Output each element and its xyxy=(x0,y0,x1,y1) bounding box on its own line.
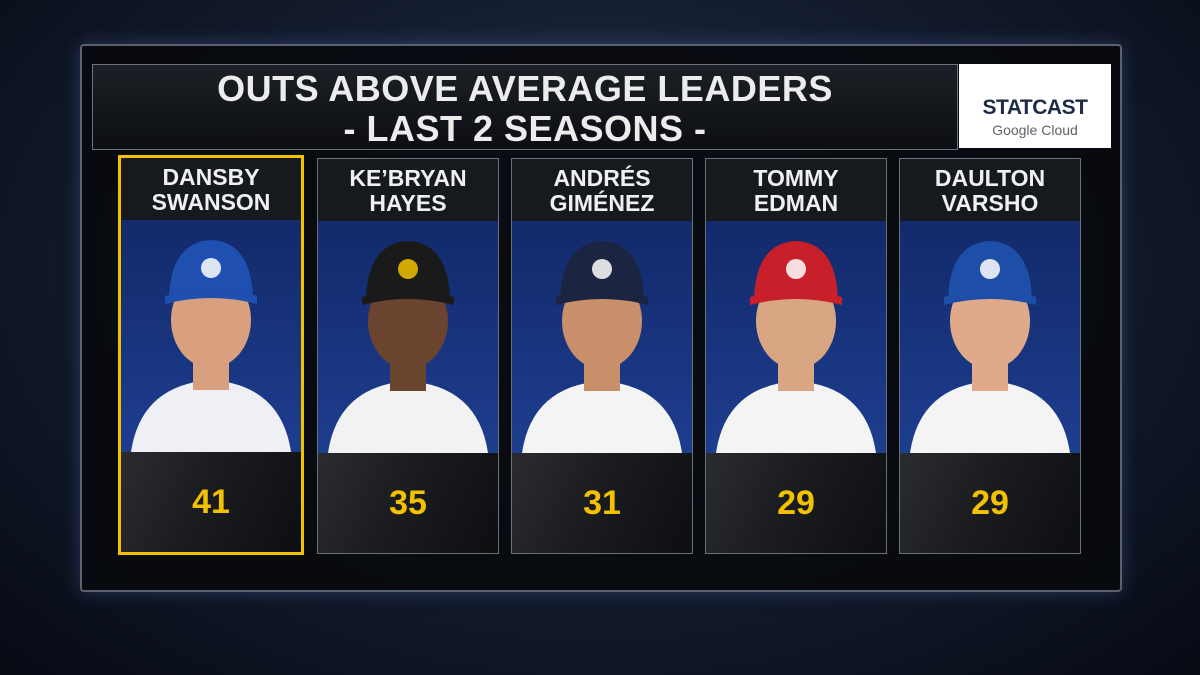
statcast-logo: STATCAST Google Cloud xyxy=(959,64,1111,148)
headshot xyxy=(328,241,488,453)
name-line: SWANSON xyxy=(151,189,271,215)
oaa-value: 31 xyxy=(512,453,692,553)
player-card: ANDRÉS GIMÉNEZ 31 xyxy=(511,158,693,554)
player-card: TOMMY EDMAN 29 xyxy=(705,158,887,554)
subtitle-line: - LAST 2 SEASONS - xyxy=(343,108,707,149)
name-line: HAYES xyxy=(369,190,447,216)
headshot xyxy=(716,241,876,453)
player-photo xyxy=(512,221,692,453)
leaders-panel: OUTS ABOVE AVERAGE LEADERS - LAST 2 SEAS… xyxy=(80,44,1122,592)
name-line: EDMAN xyxy=(753,190,839,216)
player-photo xyxy=(121,220,301,452)
name-line: VARSHO xyxy=(941,190,1039,216)
name-line: TOMMY xyxy=(753,165,839,191)
player-photo xyxy=(706,221,886,453)
logo-brand: STATCAST xyxy=(982,96,1088,119)
name-line: ANDRÉS xyxy=(553,165,651,191)
name-line: GIMÉNEZ xyxy=(549,190,655,216)
player-photo xyxy=(318,221,498,453)
headshot xyxy=(522,241,682,453)
name-line: DAULTON xyxy=(934,165,1046,191)
player-name: DANSBY SWANSON xyxy=(121,158,301,220)
title-box: OUTS ABOVE AVERAGE LEADERS - LAST 2 SEAS… xyxy=(92,64,958,150)
player-name: ANDRÉS GIMÉNEZ xyxy=(512,159,692,221)
player-card: DAULTON VARSHO 29 xyxy=(899,158,1081,554)
name-line: DANSBY xyxy=(162,164,260,190)
player-name: TOMMY EDMAN xyxy=(706,159,886,221)
player-photo xyxy=(900,221,1080,453)
oaa-value: 35 xyxy=(318,453,498,553)
headshot xyxy=(910,241,1070,453)
oaa-value: 29 xyxy=(706,453,886,553)
player-card: DANSBY SWANSON 41 xyxy=(118,155,304,555)
name-line: KE’BRYAN xyxy=(349,165,467,191)
player-name: DAULTON VARSHO xyxy=(900,159,1080,221)
oaa-value: 41 xyxy=(121,452,301,552)
title-line: OUTS ABOVE AVERAGE LEADERS xyxy=(217,68,833,109)
logo-sponsor: Google Cloud xyxy=(992,122,1078,138)
oaa-value: 29 xyxy=(900,453,1080,553)
player-name: KE’BRYAN HAYES xyxy=(318,159,498,221)
headshot xyxy=(131,240,291,452)
player-card: KE’BRYAN HAYES 35 xyxy=(317,158,499,554)
